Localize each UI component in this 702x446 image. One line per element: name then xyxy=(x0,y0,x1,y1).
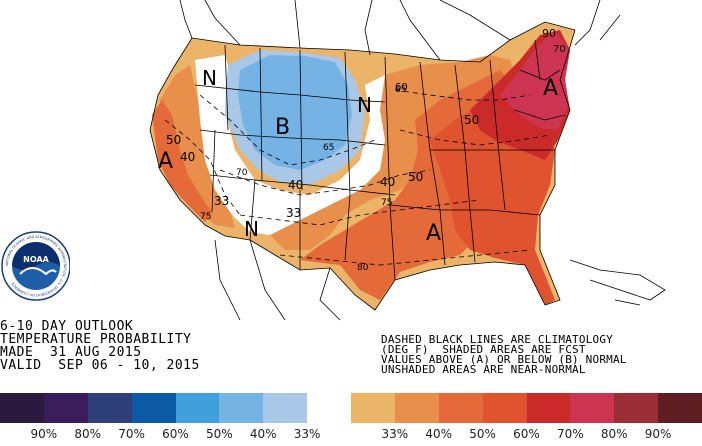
clim-80: 80 xyxy=(357,263,369,273)
colorbar-label: 90% xyxy=(30,427,58,441)
colorbar-label: 40% xyxy=(425,427,453,441)
outlook-map: N N N B A A A 50 40 33 33 40 40 50 60 50… xyxy=(149,0,666,321)
iso-40-east: 40 xyxy=(380,175,395,189)
colorbar-label: 33% xyxy=(381,427,409,441)
clim-75: 75 xyxy=(381,198,392,208)
colorbar-swatch xyxy=(614,393,659,423)
title-line-4: VALID SEP 06 - 10, 2015 xyxy=(0,358,200,373)
label-b-north: B xyxy=(275,115,290,140)
colorbar-label: 90% xyxy=(644,427,672,441)
colorbar-swatch xyxy=(351,393,395,423)
colorbar-swatch xyxy=(43,393,88,423)
colorbar-swatch xyxy=(526,393,571,423)
colorbar-swatch xyxy=(658,393,702,423)
above-80-region xyxy=(500,32,568,130)
colorbar-label: 60% xyxy=(513,427,540,441)
state-borders xyxy=(149,21,576,311)
title-line-3: MADE 31 AUG 2015 xyxy=(0,345,142,360)
iso-40-center: 40 xyxy=(288,178,303,192)
clim-65-ne: 65 xyxy=(395,85,406,95)
legend-note: DASHED BLACK LINES ARE CLIMATOLOGY (DEG … xyxy=(381,333,701,376)
climatology-lines xyxy=(164,89,551,266)
colorbar-swatch xyxy=(438,393,483,423)
probability-colorbar xyxy=(0,393,702,423)
iso-40-west: 40 xyxy=(180,150,195,164)
note-line-3: VALUES ABOVE (A) OR BELOW (B) NORMAL xyxy=(381,353,627,366)
colorbar-label: 40% xyxy=(249,427,277,441)
colorbar-label: 50% xyxy=(469,427,496,441)
below-40-region xyxy=(238,55,352,170)
colorbar-swatch xyxy=(394,393,439,423)
note-line-4: UNSHADED AREAS ARE NEAR-NORMAL xyxy=(381,363,586,376)
title-line-1: 6-10 DAY OUTLOOK xyxy=(0,319,134,334)
outlook-title-block: 6-10 DAY OUTLOOK TEMPERATURE PROBABILITY… xyxy=(0,320,260,372)
colorbar-label: 80% xyxy=(74,427,102,441)
label-a-west: A xyxy=(158,149,173,174)
label-n-southwest: N xyxy=(244,217,259,241)
colorbar-label: 70% xyxy=(118,427,145,441)
iso-50-northeast: 50 xyxy=(464,113,479,127)
colorbar-label: 70% xyxy=(557,427,584,441)
colorbar-label: 50% xyxy=(206,427,233,441)
clim-75-w: 75 xyxy=(200,212,211,222)
colorbar-label: 60% xyxy=(162,427,189,441)
iso-70-northeast: 70 xyxy=(553,44,566,55)
colorbar-label: 33% xyxy=(293,427,321,441)
colorbar-label: 80% xyxy=(600,427,628,441)
label-a-south: A xyxy=(426,221,441,246)
note-line-2: (DEG F) SHADED AREAS ARE FCST xyxy=(381,343,586,356)
label-n-center: N xyxy=(357,93,372,117)
noaa-logo-text: NOAA xyxy=(23,255,49,264)
title-line-2: TEMPERATURE PROBABILITY xyxy=(0,332,192,347)
colorbar-swatch xyxy=(0,393,44,423)
colorbar-swatch xyxy=(307,393,351,423)
colorbar-swatch xyxy=(131,393,176,423)
label-a-northeast: A xyxy=(543,76,558,101)
colorbar-swatch xyxy=(87,393,132,423)
above-50-west-region xyxy=(152,100,212,222)
label-n-west: N xyxy=(202,66,217,90)
iso-50-east: 50 xyxy=(408,170,423,184)
clim-70-w: 70 xyxy=(236,168,248,178)
colorbar-swatch xyxy=(482,393,527,423)
noaa-logo: NOAA NATIONAL OCEANIC AND ATMOSPHERIC AD… xyxy=(1,231,70,301)
colorbar-labels: 90% 80% 70% 60% 50% 40% 33% 33% 40% 50% 60% 70% 80% 9… xyxy=(0,427,702,443)
colorbar-swatch xyxy=(175,393,220,423)
note-line-1: DASHED BLACK LINES ARE CLIMATOLOGY xyxy=(381,333,613,346)
iso-33-b: 33 xyxy=(286,206,301,220)
clim-65-center: 65 xyxy=(323,143,334,153)
iso-50-west: 50 xyxy=(166,133,181,147)
colorbar-swatch xyxy=(219,393,264,423)
iso-60-northeast: 60 xyxy=(395,82,408,93)
neighbor-outlines xyxy=(179,0,666,321)
iso-90-northeast: 90 xyxy=(542,27,556,40)
colorbar-swatch xyxy=(263,393,308,423)
iso-33-a: 33 xyxy=(214,194,229,208)
colorbar-swatch xyxy=(570,393,615,423)
